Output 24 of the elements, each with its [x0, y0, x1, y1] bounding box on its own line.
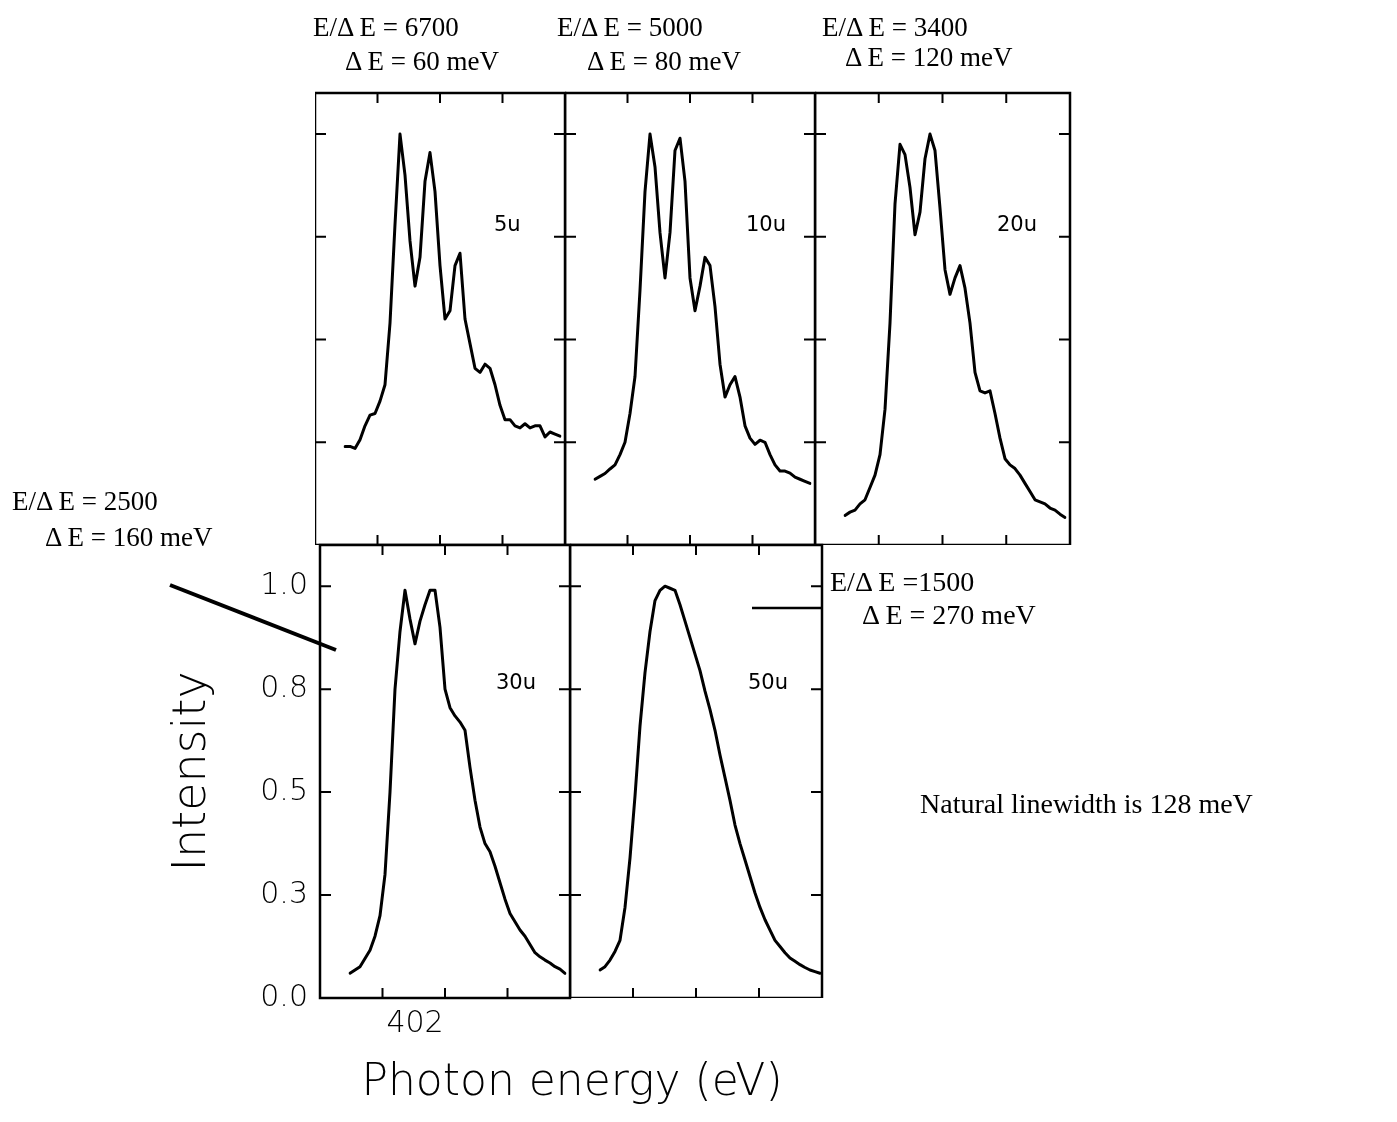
chart-title: E/Δ E = 6700: [313, 12, 459, 42]
text: Δ E = 270 meV: [862, 599, 1036, 630]
y-tick-label: 0.3: [260, 874, 308, 910]
y-axis-title: Intensity: [161, 671, 216, 872]
x-tick-label: 402: [386, 1003, 444, 1039]
text: Δ E = 160 meV: [45, 522, 213, 552]
chart-subtitle: Δ E = 120 meV: [845, 42, 1013, 72]
y-tick-label: 0.0: [260, 977, 308, 1013]
text: E/Δ E =1500: [830, 566, 975, 597]
text: Natural linewidth is 128 meV: [920, 788, 1253, 819]
annotation: 10u: [746, 212, 787, 236]
x-axis-title: Photon energy (eV): [361, 1054, 783, 1105]
y-tick-label: 0.8: [260, 668, 308, 704]
chart-title: E/Δ E = 5000: [557, 12, 703, 42]
y-tick-label: 0.5: [260, 771, 308, 807]
chart-title: E/Δ E = 3400: [822, 12, 968, 42]
annotation: 5u: [494, 212, 521, 236]
annotation: 30u: [496, 670, 537, 694]
chart-subtitle: Δ E = 60 meV: [345, 46, 500, 76]
annotation: 50u: [748, 670, 789, 694]
annotation: 20u: [997, 212, 1038, 236]
text: E/Δ E = 2500: [12, 486, 158, 516]
chart-subtitle: Δ E = 80 meV: [587, 46, 742, 76]
y-tick-label: 1.0: [260, 565, 308, 601]
